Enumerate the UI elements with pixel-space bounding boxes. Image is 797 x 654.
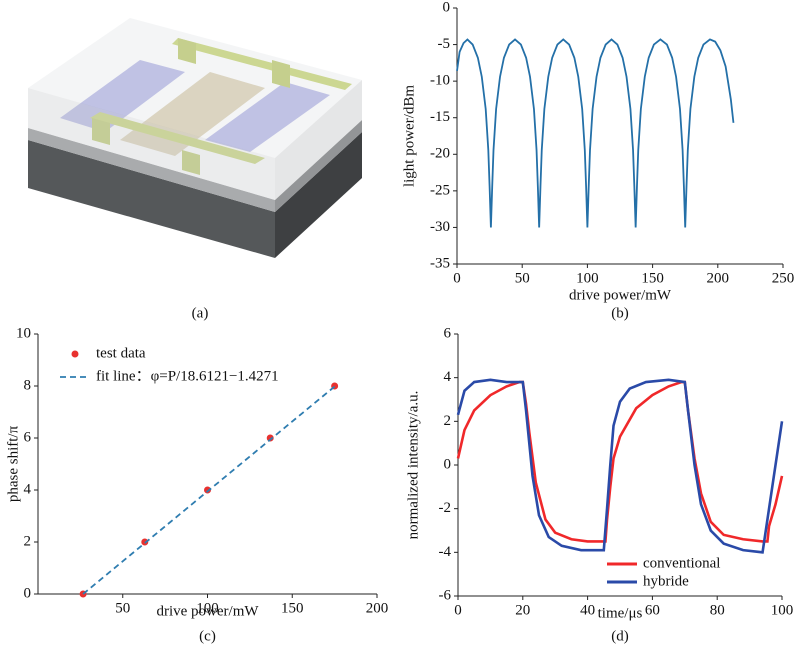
- caption: (a): [192, 305, 209, 321]
- electrode: [172, 38, 352, 90]
- x-tick-label: 250: [772, 270, 795, 286]
- x-tick-label: 50: [115, 600, 130, 616]
- x-tick-label: 60: [645, 602, 660, 618]
- x-axis-label: drive power/mW: [569, 287, 672, 303]
- legend-label: hybride: [643, 573, 689, 589]
- y-tick-label: -6: [439, 587, 452, 603]
- y-tick-label: -10: [430, 73, 450, 89]
- electrode-via: [272, 60, 290, 88]
- legend-label: test data: [96, 345, 146, 361]
- cladding-side: [275, 80, 362, 200]
- series-line: [456, 378, 784, 554]
- legend-marker: [71, 350, 79, 358]
- x-tick-label: 80: [710, 602, 725, 618]
- x-tick-label: 100: [196, 600, 219, 616]
- y-tick-label: 0: [444, 456, 452, 472]
- legend-label: conventional: [643, 555, 720, 571]
- x-axis-label: drive power/mW: [156, 603, 259, 619]
- cladding-top: [28, 18, 362, 158]
- data-point: [266, 434, 274, 442]
- y-tick-label: -30: [430, 219, 450, 235]
- legend-label: fit line：φ=P/18.6121−1.4271: [96, 368, 279, 384]
- y-axis-label: phase shift/π: [5, 425, 21, 502]
- series-line: [456, 38, 735, 228]
- cladding-front: [28, 88, 275, 200]
- x-tick-label: 0: [453, 270, 461, 286]
- x-tick-label: 150: [641, 270, 664, 286]
- y-tick-label: 6: [24, 429, 32, 445]
- y-axis-label: normalized intensity/a.u.: [405, 391, 421, 540]
- y-tick-label: 2: [24, 533, 32, 549]
- waveguide: [205, 82, 330, 152]
- y-tick-label: -2: [439, 500, 452, 516]
- device-diagram: (a): [28, 18, 362, 321]
- x-tick-label: 100: [576, 270, 599, 286]
- substrate-side: [275, 132, 362, 258]
- y-tick-label: 8: [24, 377, 32, 393]
- y-tick-label: 10: [16, 325, 31, 341]
- caption: (c): [199, 628, 216, 644]
- x-tick-label: 50: [515, 270, 530, 286]
- y-tick-label: -4: [439, 544, 452, 560]
- y-tick-label: -20: [430, 146, 450, 162]
- x-tick-label: 100: [771, 602, 794, 618]
- y-tick-label: 2: [444, 413, 452, 429]
- y-axis-label: light power/dBm: [401, 85, 417, 187]
- y-tick-label: -25: [430, 182, 450, 198]
- substrate-front: [28, 140, 275, 258]
- buffer-front: [28, 128, 275, 212]
- caption: (b): [611, 305, 629, 321]
- x-tick-label: 150: [281, 600, 304, 616]
- data-point: [204, 486, 211, 494]
- y-tick-label: 0: [24, 585, 32, 601]
- chart: -35 -30 -25 -20 -15 -10 -5 0 0 50 100 150 200 250 driv…: [401, 0, 794, 321]
- electrode-via: [178, 38, 196, 64]
- caption: (d): [611, 628, 629, 644]
- y-tick-label: 4: [24, 481, 32, 497]
- series-line: [82, 385, 336, 595]
- y-tick-label: 4: [444, 369, 452, 385]
- buffer-side: [275, 120, 362, 212]
- y-tick-label: -5: [438, 36, 451, 52]
- x-axis-label: time/μs: [598, 605, 643, 621]
- x-tick-label: 200: [366, 600, 389, 616]
- y-tick-label: 6: [444, 325, 452, 341]
- x-tick-label: 0: [454, 602, 462, 618]
- y-tick-label: -15: [430, 109, 450, 125]
- x-tick-label: 20: [515, 602, 530, 618]
- chart: 0 2 4 6 8 10 50 100 150 200 drive power/mW phase sh…: [5, 325, 388, 644]
- y-tick-label: -35: [430, 255, 450, 271]
- y-tick-label: 0: [443, 0, 451, 15]
- x-tick-label: 200: [707, 270, 730, 286]
- x-tick-label: 40: [580, 602, 595, 618]
